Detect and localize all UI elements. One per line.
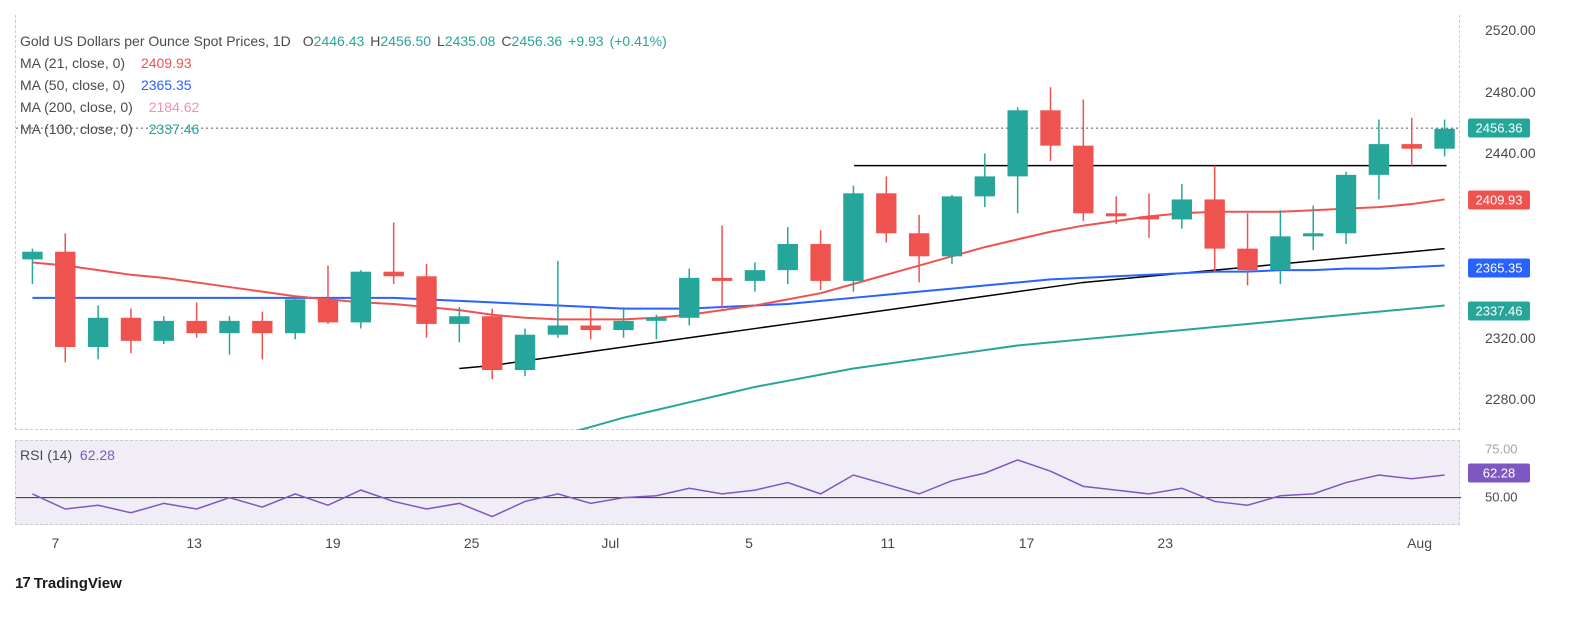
ma-legend-row: MA (100, close, 0) 2337.46 <box>20 118 667 140</box>
ohlc-high-value: 2456.50 <box>380 33 431 49</box>
ma-legend-value: 2409.93 <box>141 52 192 74</box>
ohlc-change: +9.93 <box>568 30 603 52</box>
x-axis: 7 13 19 25 Jul 5 11 17 23 Aug <box>15 530 1460 560</box>
price-tag: 2409.93 <box>1468 190 1530 209</box>
rsi-value: 62.28 <box>80 447 115 463</box>
rsi-price-tag: 62.28 <box>1468 464 1530 483</box>
rsi-y-tick: 50.00 <box>1485 489 1518 504</box>
ma-legend-value: 2365.35 <box>141 74 192 96</box>
y-axis-tick: 2440.00 <box>1485 145 1536 161</box>
ma-legend-row: MA (21, close, 0) 2409.93 <box>20 52 667 74</box>
y-axis-tick: 2280.00 <box>1485 391 1536 407</box>
x-axis-tick: 7 <box>52 535 60 551</box>
tradingview-logo-icon: 17 <box>15 575 30 592</box>
x-axis-tick: 11 <box>880 535 895 551</box>
ohlc-close-value: 2456.36 <box>512 33 563 49</box>
price-tag: 2365.35 <box>1468 259 1530 278</box>
x-axis-tick: 17 <box>1019 535 1035 551</box>
x-axis-tick: Jul <box>601 535 619 551</box>
ohlc-change-pct: (+0.41%) <box>610 30 667 52</box>
ma-legend-value: 2337.46 <box>149 118 200 140</box>
ohlc-legend-row: Gold US Dollars per Ounce Spot Prices, 1… <box>20 30 667 52</box>
tradingview-attribution[interactable]: 17 TradingView <box>15 575 122 592</box>
y-axis-tick: 2520.00 <box>1485 22 1536 38</box>
rsi-svg <box>16 441 1461 526</box>
chart-title: Gold US Dollars per Ounce Spot Prices, 1… <box>20 30 291 52</box>
rsi-legend: RSI (14) 62.28 <box>20 447 115 463</box>
y-axis-tick: 2480.00 <box>1485 84 1536 100</box>
rsi-y-tick: 75.00 <box>1485 442 1518 457</box>
x-axis-tick: 13 <box>186 535 202 551</box>
x-axis-tick: 25 <box>464 535 480 551</box>
ohlc-low-value: 2435.08 <box>445 33 496 49</box>
x-axis-tick: 23 <box>1157 535 1173 551</box>
x-axis-tick: 19 <box>325 535 341 551</box>
chart-container: Gold US Dollars per Ounce Spot Prices, 1… <box>15 15 1575 615</box>
ma-legend-row: MA (200, close, 0) 2184.62 <box>20 96 667 118</box>
x-axis-tick: 5 <box>745 535 753 551</box>
price-tag: 2456.36 <box>1468 119 1530 138</box>
price-tag: 2337.46 <box>1468 301 1530 320</box>
x-axis-tick: Aug <box>1407 535 1432 551</box>
ma-legend-row: MA (50, close, 0) 2365.35 <box>20 74 667 96</box>
chart-legend: Gold US Dollars per Ounce Spot Prices, 1… <box>20 30 667 140</box>
ohlc-open-value: 2446.43 <box>314 33 365 49</box>
ma-legend-value: 2184.62 <box>149 96 200 118</box>
y-axis-tick: 2320.00 <box>1485 330 1536 346</box>
rsi-pane[interactable] <box>15 440 1460 525</box>
